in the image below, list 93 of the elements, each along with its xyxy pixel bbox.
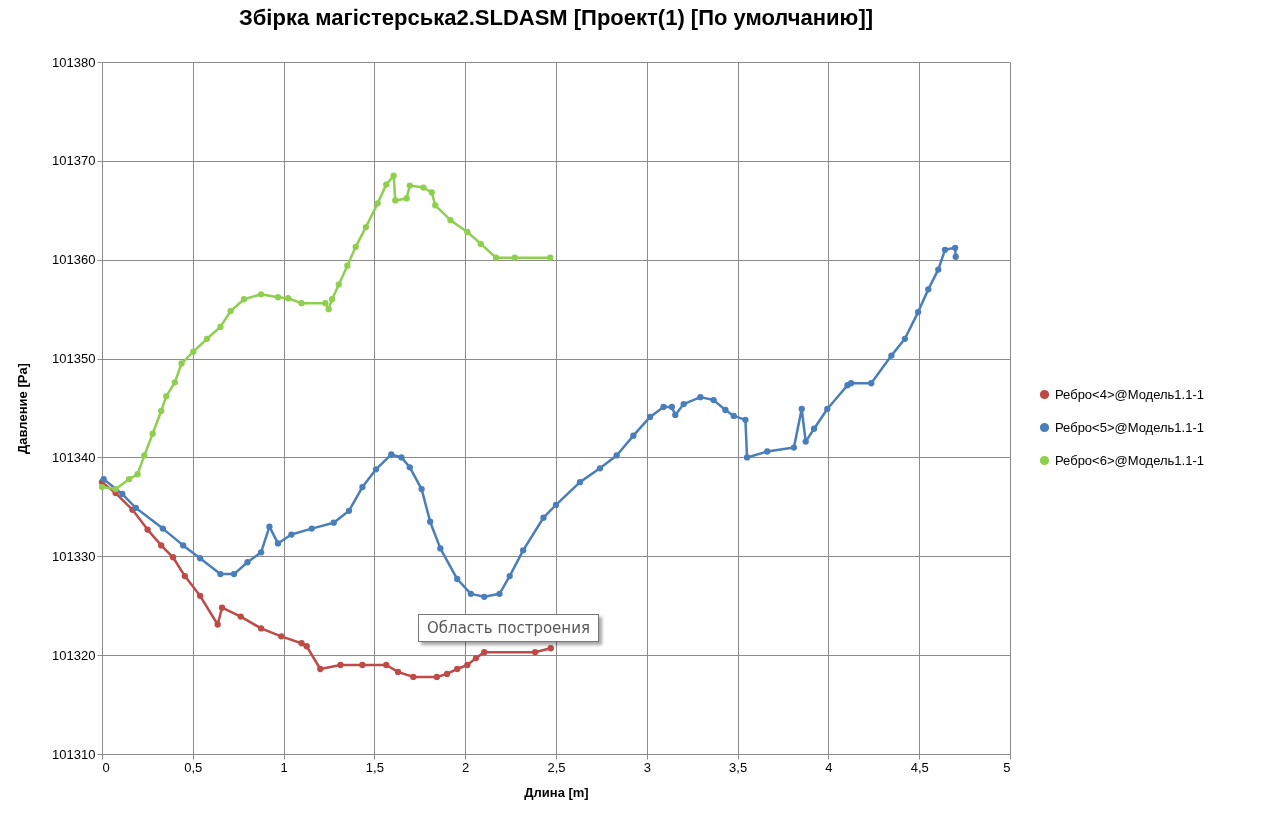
point (390, 172, 397, 179)
x-tick-label: 4 (825, 759, 833, 775)
point (454, 665, 461, 673)
point (158, 542, 165, 549)
x-tick-label: 2,5 (547, 759, 566, 775)
point (464, 228, 471, 236)
point (472, 654, 480, 662)
point (477, 240, 484, 248)
point (394, 668, 402, 676)
point (144, 526, 151, 533)
legend-label: Ребро<6>@Модель1.1-1 (1055, 452, 1204, 468)
point (98, 483, 106, 491)
point (322, 300, 329, 307)
point (420, 184, 427, 191)
point (447, 217, 454, 224)
point (344, 262, 351, 269)
point (178, 360, 185, 367)
point (337, 661, 344, 669)
point (362, 223, 370, 231)
point (203, 335, 211, 342)
point (181, 572, 188, 580)
point (125, 476, 133, 483)
y-tick-label: 101370 (52, 153, 96, 169)
point (196, 592, 204, 599)
point (481, 649, 488, 656)
point (328, 296, 336, 303)
y-tick-label: 101320 (52, 647, 96, 663)
y-tick-label: 101330 (52, 548, 96, 564)
y-tick-label: 101340 (52, 449, 96, 465)
point (464, 661, 471, 669)
y-tick-label: 101350 (52, 351, 96, 367)
point (169, 554, 177, 561)
point (317, 665, 324, 673)
point (383, 661, 390, 669)
x-tick-label: 3,5 (729, 759, 748, 775)
point (335, 281, 342, 288)
point (383, 181, 390, 188)
point (374, 200, 381, 207)
point (547, 645, 554, 652)
point (359, 661, 366, 669)
point (547, 254, 554, 261)
point (403, 195, 410, 202)
point (325, 305, 332, 313)
x-tick-label: 0 (102, 759, 110, 775)
point (531, 649, 539, 656)
legend-label: Ребро<4>@Модель1.1-1 (1055, 386, 1204, 402)
point (134, 471, 141, 478)
annotation: Область построения (418, 614, 599, 642)
point (240, 296, 248, 303)
point (406, 182, 413, 189)
point (217, 323, 224, 331)
point (163, 392, 170, 400)
point (112, 485, 119, 493)
y-tick-label: 101380 (52, 54, 96, 70)
x-tick-label: 2 (462, 759, 470, 775)
point (171, 379, 178, 386)
point (432, 202, 439, 209)
y-tick-label: 101360 (52, 252, 96, 268)
point (257, 625, 265, 632)
x-tick-label: 0,5 (184, 759, 203, 775)
point (227, 307, 234, 315)
y-axis-title: Давление [Pa] (15, 363, 31, 454)
x-tick-label: 3 (643, 759, 651, 775)
y-tick-label: 101310 (52, 746, 96, 762)
point (443, 670, 451, 678)
point (257, 291, 265, 298)
legend-label: Ребро<5>@Модель1.1-1 (1055, 419, 1204, 435)
point (410, 673, 417, 681)
point (158, 407, 165, 415)
point (141, 452, 148, 459)
point (511, 254, 518, 261)
point (218, 604, 226, 611)
point (352, 243, 359, 251)
chart-title: Збірка магістерська2.SLDASM [Проект(1) [По умолчанию]] (238, 5, 874, 30)
point (284, 295, 292, 302)
x-tick-label: 5 (1003, 759, 1011, 775)
x-tick-label: 1,5 (365, 759, 384, 775)
point (492, 254, 500, 261)
x-tick-label: 4,5 (910, 759, 929, 775)
point (303, 643, 310, 650)
point (433, 673, 441, 681)
point (214, 621, 221, 628)
point (149, 430, 156, 437)
point (190, 348, 197, 355)
point (392, 197, 399, 204)
point (278, 633, 285, 640)
x-axis-title: Длина [m] (524, 784, 589, 800)
point (428, 189, 435, 196)
x-tick-label: 1 (280, 759, 288, 775)
point (298, 640, 305, 647)
point (298, 300, 305, 307)
point (237, 613, 244, 620)
point (274, 294, 282, 301)
